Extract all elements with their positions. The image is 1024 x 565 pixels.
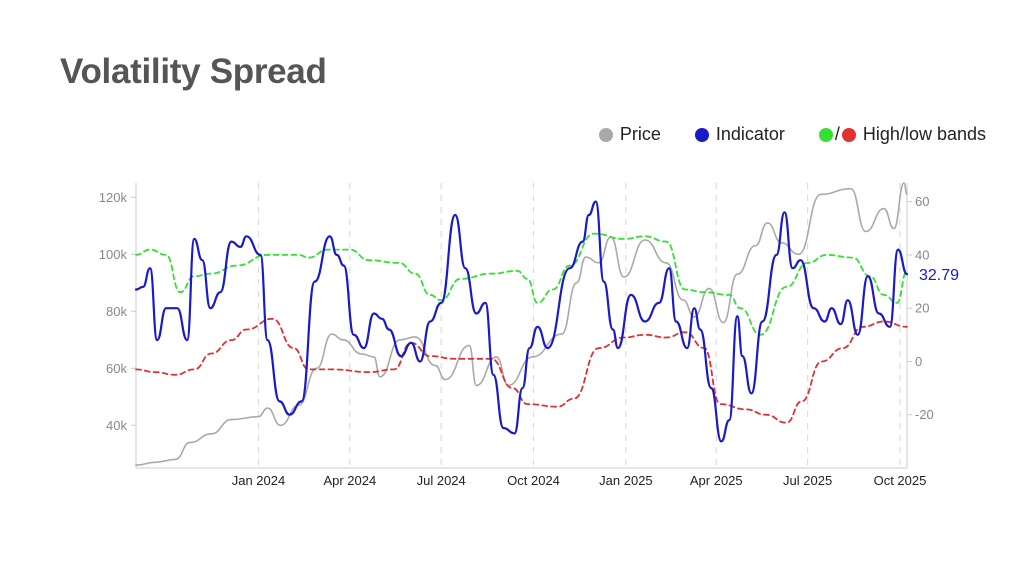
legend-price-label: Price [619, 124, 661, 144]
left-axis-tick-label: 120k [99, 190, 128, 205]
price-series-line [135, 182, 908, 466]
indicator-series-line [134, 200, 909, 443]
right-axis-tick-label: 20 [915, 301, 929, 316]
legend-item-indicator[interactable]: Indicator [694, 124, 785, 145]
indicator-dot-icon [694, 127, 709, 142]
left-axis-tick-label: 100k [99, 247, 128, 262]
low-band-dot-icon [841, 127, 856, 142]
left-axis-tick-label: 80k [106, 304, 127, 319]
price-dot-icon [598, 127, 613, 142]
legend-item-bands[interactable]: / High/low bands [818, 124, 986, 145]
legend-indicator-label: Indicator [715, 124, 785, 144]
x-tick-label: Apr 2025 [690, 473, 743, 488]
x-tick-label: Oct 2025 [874, 473, 927, 488]
x-tick-label: Oct 2024 [507, 473, 560, 488]
bands-separator: / [834, 124, 840, 144]
right-axis-tick-label: 60 [915, 194, 929, 209]
low-band-series-line [135, 317, 908, 424]
legend-bands-label: High/low bands [862, 124, 986, 144]
right-axis-tick-label: 40 [915, 247, 929, 262]
x-tick-label: Jul 2025 [783, 473, 832, 488]
high-band-series-line [135, 232, 908, 336]
x-tick-label: Jan 2025 [599, 473, 653, 488]
left-axis-tick-label: 60k [106, 361, 127, 376]
page-title: Volatility Spread [60, 52, 327, 91]
x-tick-label: Jul 2024 [417, 473, 466, 488]
indicator-last-value-label: 32.79 [919, 267, 959, 284]
right-axis-tick-label: 0 [915, 354, 922, 369]
left-axis-tick-label: 40k [106, 418, 127, 433]
chart-legend: Price Indicator / High/low bands [565, 124, 986, 145]
x-tick-label: Jan 2024 [232, 473, 286, 488]
high-band-dot-icon [818, 127, 833, 142]
right-axis-tick-label: -20 [915, 407, 934, 422]
legend-item-price[interactable]: Price [598, 124, 661, 145]
x-tick-label: Apr 2024 [323, 473, 376, 488]
